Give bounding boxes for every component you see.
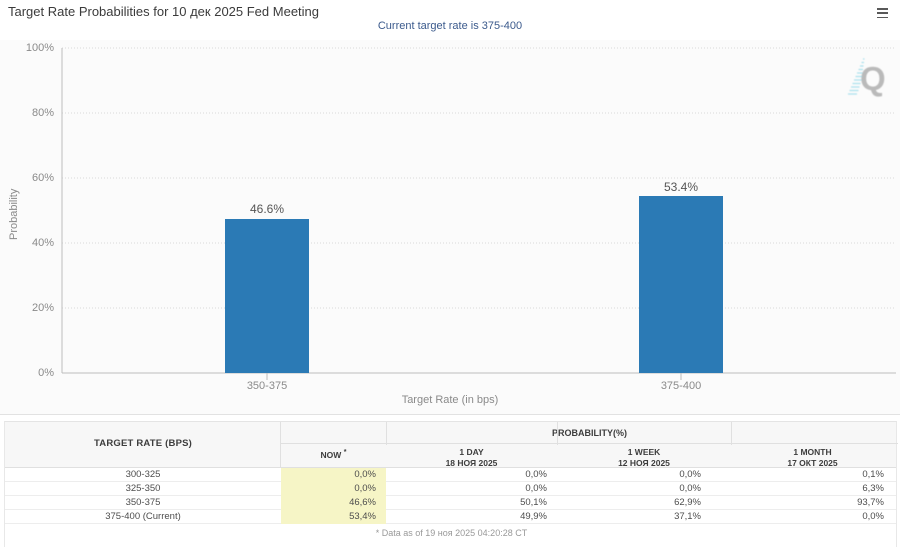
svg-text:Q: Q <box>860 60 886 97</box>
